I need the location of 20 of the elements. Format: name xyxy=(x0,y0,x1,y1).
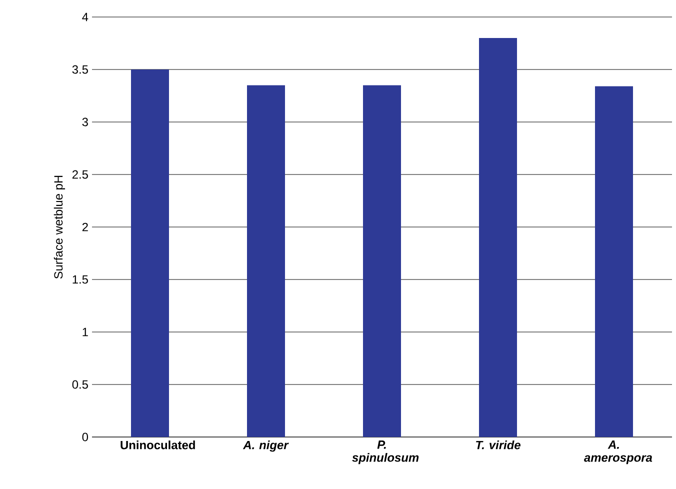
y-tick-label: 2 xyxy=(82,222,88,232)
y-axis-title: Surface wetblue pH xyxy=(54,176,66,279)
x-tick-label: A. niger xyxy=(242,440,289,452)
y-tick-label: 1.5 xyxy=(72,275,88,284)
bar xyxy=(363,85,401,437)
y-tick-label: 3 xyxy=(82,118,88,126)
x-tick-label: A. amerospora xyxy=(584,440,652,464)
y-tick-label: 4 xyxy=(82,12,88,22)
y-tick-label: 0.5 xyxy=(72,380,88,389)
y-tick-label: 0 xyxy=(82,432,88,442)
bar xyxy=(595,86,634,437)
x-tick-label: P. spinulosum xyxy=(352,440,419,464)
y-tick-label: 1 xyxy=(82,328,88,336)
bar xyxy=(131,70,169,437)
y-tick-label: 3.5 xyxy=(72,65,88,74)
bar xyxy=(479,38,518,437)
y-tick-label: 2.5 xyxy=(72,170,88,179)
x-tick-label: Uninoculated xyxy=(120,440,195,450)
x-tick-label: T. viride xyxy=(476,440,520,450)
bar xyxy=(247,85,285,437)
